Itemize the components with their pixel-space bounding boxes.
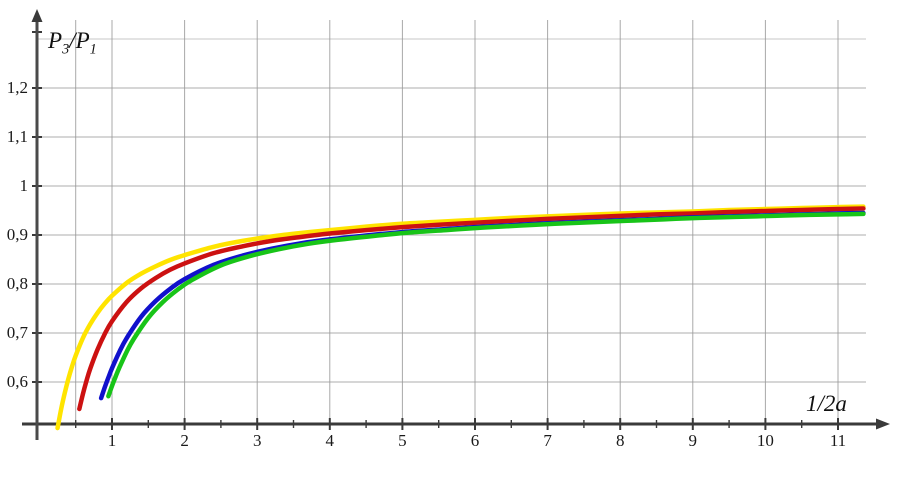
x-tick-label: 5 [398, 431, 407, 450]
green-curve [106, 211, 866, 399]
x-tick-label: 6 [470, 431, 480, 450]
y-axis-arrow [31, 9, 43, 22]
x-tick-label: 11 [829, 431, 847, 450]
series-paths [55, 204, 866, 431]
x-tick-label: 8 [615, 431, 625, 450]
x-axis-arrow [876, 418, 890, 430]
y-tick-label: 0,8 [6, 274, 28, 293]
y-tick-label: 0,7 [6, 323, 28, 342]
x-tick-label: 1 [107, 431, 117, 450]
gridlines-horizontal [37, 38, 866, 383]
y-axis-title: P3/P1 [48, 28, 97, 58]
y-tick-label: 1,1 [6, 127, 28, 146]
x-tick-label: 7 [543, 431, 552, 450]
y-tick-label: 1 [19, 176, 29, 195]
x-tick-label: 2 [180, 431, 189, 450]
x-axis-title: 1/2a [806, 391, 847, 416]
x-tick-label: 4 [325, 431, 335, 450]
x-tick-label: 3 [252, 431, 262, 450]
red-curve [77, 206, 866, 412]
yellow-curve [55, 204, 866, 431]
x-tick-label: 10 [756, 431, 774, 450]
y-tick-label: 0,9 [6, 225, 28, 244]
x-tick-label: 9 [688, 431, 698, 450]
y-tick-label: 0,6 [6, 372, 28, 391]
y-tick-label: 1,2 [6, 78, 28, 97]
blue-curve [98, 210, 866, 401]
